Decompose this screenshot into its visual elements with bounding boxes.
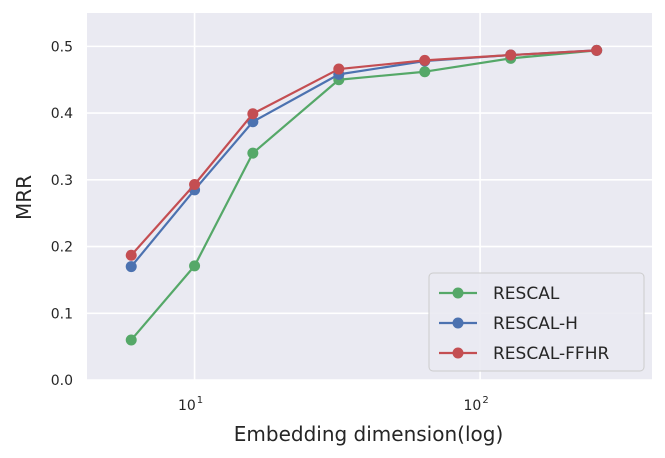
legend-item: RESCAL-H: [439, 314, 578, 334]
legend-marker: [452, 317, 464, 329]
legend-box: [428, 272, 645, 372]
legend-label: RESCAL-FFHR: [493, 344, 609, 364]
data-point: [125, 261, 137, 273]
y-tick-label: 0.3: [51, 173, 73, 189]
series-rescal-ffhr: [125, 44, 603, 261]
data-point: [247, 108, 259, 120]
y-tick-label: 0.2: [51, 240, 73, 256]
data-point: [505, 49, 517, 61]
x-axis-ticks: 101 102: [178, 395, 489, 414]
y-tick-label: 0.1: [51, 306, 73, 322]
legend-item: RESCAL-FFHR: [439, 344, 609, 364]
data-point: [591, 44, 603, 56]
x-tick-label: 101: [178, 395, 203, 414]
data-point: [247, 116, 259, 128]
x-tick-label: 102: [463, 395, 488, 414]
legend-label: RESCAL-H: [493, 314, 578, 334]
y-tick-label: 0.4: [51, 106, 73, 122]
data-point: [333, 63, 345, 75]
y-tick-label: 0.0: [51, 373, 73, 389]
data-point: [419, 66, 431, 78]
data-point: [125, 334, 137, 346]
y-tick-label: 0.5: [51, 39, 73, 55]
series-group: [125, 44, 603, 346]
data-point: [189, 260, 201, 272]
legend-marker: [452, 347, 464, 359]
data-point: [189, 178, 201, 190]
data-point: [419, 54, 431, 66]
grid: [87, 13, 652, 381]
legend: RESCAL RESCAL-H RESCAL-FFHR: [428, 272, 645, 372]
legend-label: RESCAL: [493, 284, 560, 304]
legend-marker: [452, 287, 464, 299]
y-axis-ticks: 0.0 0.1 0.2 0.3 0.4 0.5: [51, 39, 73, 389]
y-axis-title: MRR: [12, 175, 36, 220]
legend-item: RESCAL: [439, 284, 560, 304]
data-point: [247, 147, 259, 159]
data-point: [125, 249, 137, 261]
x-axis-title: Embedding dimension(log): [234, 422, 504, 446]
